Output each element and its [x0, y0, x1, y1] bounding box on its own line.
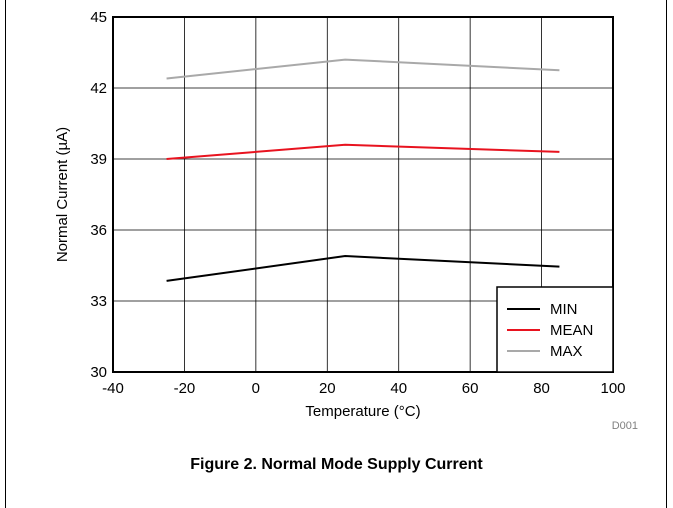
- series-lines: [166, 58, 560, 282]
- y-tick-label: 45: [90, 9, 107, 26]
- y-tick-label: 36: [90, 222, 107, 239]
- chart: -40 -20 0 20 40 60 80 100 30 33 36 39 42 45 Temperat…: [54, 9, 638, 432]
- series-line-max: [166, 58, 560, 80]
- y-axis-label: Normal Current (µA): [54, 127, 71, 262]
- x-axis-label: Temperature (°C): [305, 403, 420, 420]
- y-tick-label: 33: [90, 293, 107, 310]
- x-tick-label: 0: [252, 380, 260, 397]
- y-tick-labels: 30 33 36 39 42 45: [90, 9, 107, 381]
- page-frame-right: [666, 0, 667, 508]
- series-line-mean: [166, 143, 560, 160]
- series-line-min: [166, 255, 560, 282]
- legend-label-mean: MEAN: [550, 322, 593, 339]
- plot-border: [112, 16, 614, 373]
- legend-label-max: MAX: [550, 343, 583, 360]
- x-tick-label: 80: [533, 380, 550, 397]
- x-tick-label: 20: [319, 380, 336, 397]
- figure-caption: Figure 2. Normal Mode Supply Current: [190, 456, 483, 473]
- legend-label-min: MIN: [550, 301, 578, 318]
- x-tick-label: -20: [174, 380, 196, 397]
- x-tick-label: -40: [102, 380, 124, 397]
- x-tick-label: 60: [462, 380, 479, 397]
- figure-id-annotation: D001: [612, 420, 638, 432]
- x-tick-labels: -40 -20 0 20 40 60 80 100: [102, 380, 625, 397]
- x-tick-label: 100: [600, 380, 625, 397]
- x-tick-label: 40: [390, 380, 407, 397]
- y-tick-label: 39: [90, 151, 107, 168]
- y-tick-label: 42: [90, 80, 107, 97]
- legend: MIN MEAN MAX: [496, 286, 614, 373]
- y-tick-label: 30: [90, 364, 107, 381]
- page-frame-left: [5, 0, 6, 508]
